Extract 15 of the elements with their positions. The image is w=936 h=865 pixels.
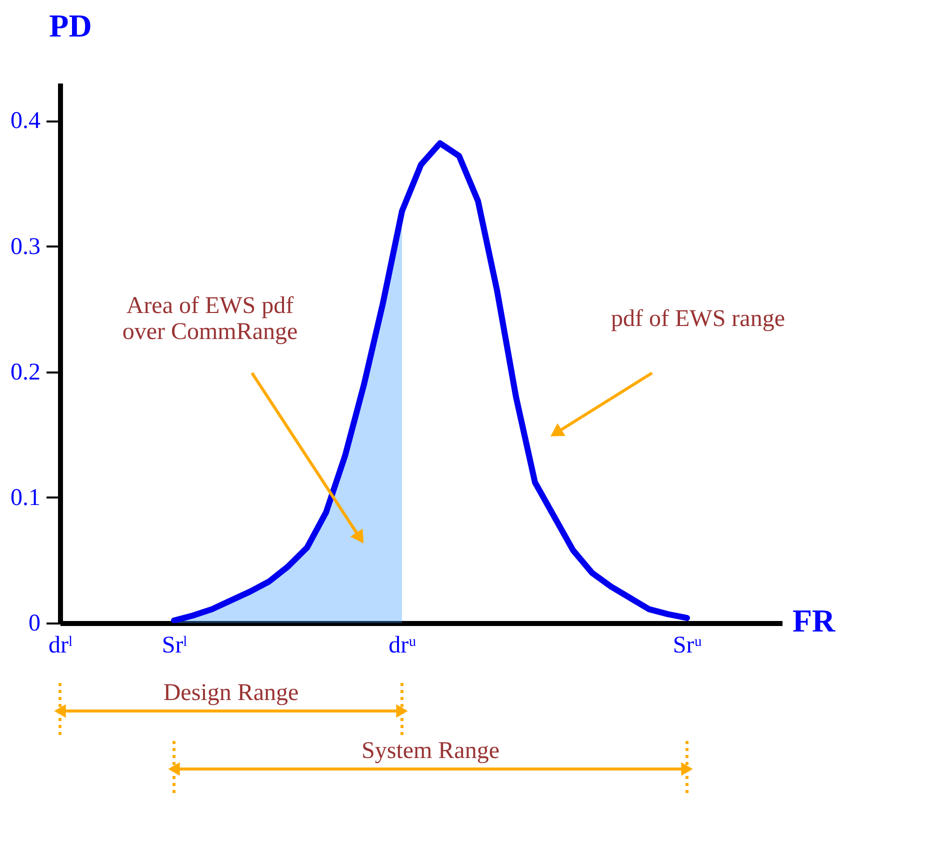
x-tick-label: Srˡ: [162, 632, 188, 658]
text: System Range: [362, 738, 500, 764]
x-tick-label: Srᵘ: [672, 632, 702, 658]
y-tick-label: 0.3: [10, 234, 40, 260]
y-tick-label: 0.2: [10, 359, 40, 386]
x-tick-label: drˡ: [48, 632, 72, 658]
x-tick-label: drᵘ: [388, 632, 417, 658]
annotation: Area of EWS pdf over CommRange: [122, 293, 298, 345]
annotation: pdf of EWS range: [611, 306, 785, 332]
y-axis-title: PD: [49, 8, 92, 44]
y-tick-label: 0.4: [10, 108, 40, 134]
y-tick-label: 0: [28, 610, 40, 636]
x-axis-title: FR: [792, 602, 836, 638]
y-tick-label: 0.1: [10, 484, 40, 511]
text: Design Range: [163, 680, 299, 706]
